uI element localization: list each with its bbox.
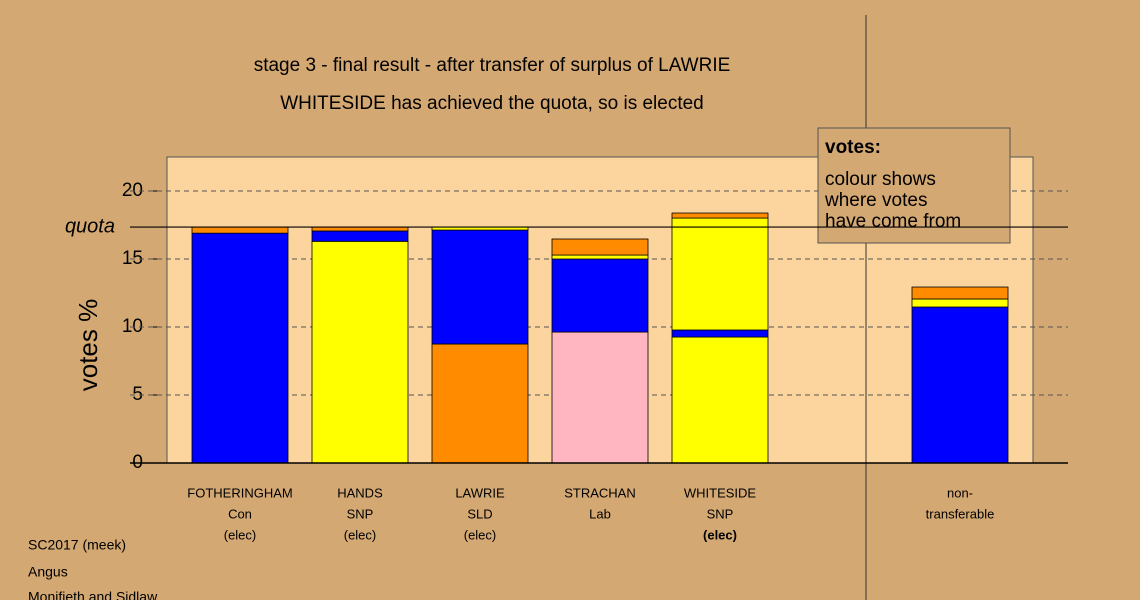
legend-line: colour shows [825, 169, 936, 190]
bar-segment [551, 238, 649, 256]
bar-segment [311, 240, 409, 464]
x-tick-label: LAWRIE [455, 485, 505, 500]
x-tick-label: SNP [707, 506, 734, 521]
x-tick-label: WHITESIDE [684, 485, 757, 500]
x-tick-label: Con [228, 506, 252, 521]
bar-segment [191, 226, 289, 234]
x-tick-label: transferable [926, 506, 995, 521]
x-tick-label: (elec) [344, 527, 377, 542]
y-tick-label: 5 [132, 384, 143, 405]
y-axis-label: votes % [73, 299, 103, 392]
legend-heading: votes: [825, 137, 881, 158]
footer-text: Monifieth and Sidlaw [28, 589, 158, 600]
bar-segment [431, 229, 529, 345]
legend-line: where votes [824, 190, 927, 211]
bar-segment [191, 232, 289, 464]
bar-segment [671, 217, 769, 331]
bar-segment [911, 286, 1009, 300]
bar-segment [911, 306, 1009, 464]
legend-box [817, 127, 1011, 244]
bar-segment [671, 212, 769, 219]
quota-label: quota [65, 215, 115, 237]
x-tick-label: FOTHERINGHAM [187, 485, 292, 500]
footer-text: SC2017 (meek) [28, 537, 126, 553]
x-tick-label: Lab [589, 506, 611, 521]
bar-segment [671, 336, 769, 464]
x-tick-label: SNP [347, 506, 374, 521]
x-tick-label: non- [947, 485, 973, 500]
x-tick-label: HANDS [337, 485, 383, 500]
x-tick-label: SLD [467, 506, 492, 521]
x-tick-label: (elec) [464, 527, 497, 542]
footer-text: Angus [28, 564, 68, 580]
bar-segment [431, 343, 529, 464]
bar-segment [671, 329, 769, 338]
chart-subtitle: WHITESIDE has achieved the quota, so is … [280, 93, 704, 114]
x-tick-label: STRACHAN [564, 485, 636, 500]
x-tick-label: (elec) [224, 527, 257, 542]
legend-line: have come from [825, 211, 961, 232]
bar-segment [551, 254, 649, 260]
bar-segment [311, 230, 409, 242]
bar-segment [551, 331, 649, 464]
bar-segment [911, 298, 1009, 308]
chart-title: stage 3 - final result - after transfer … [254, 55, 731, 76]
bar-segment [551, 258, 649, 333]
x-tick-label: (elec) [703, 527, 737, 542]
legend: votes: colour shows where votes have com… [817, 127, 1011, 244]
